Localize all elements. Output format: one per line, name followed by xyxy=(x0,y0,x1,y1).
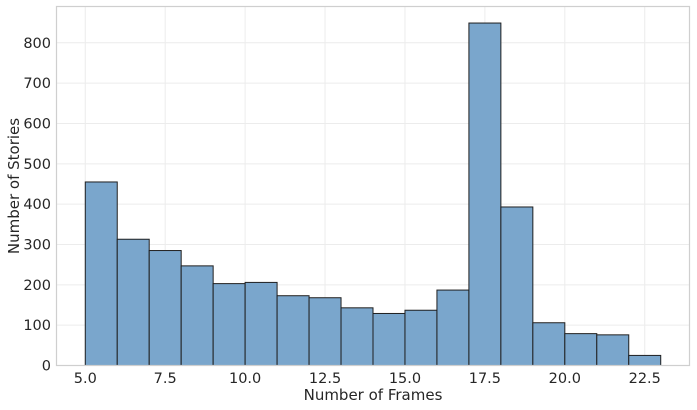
y-tick-label: 800 xyxy=(23,36,51,52)
histogram-bar xyxy=(628,354,662,367)
x-tick-label: 15.0 xyxy=(389,371,421,387)
x-tick-label: 5.0 xyxy=(74,371,97,387)
x-tick-labels: 5.0 7.5 10.0 12.5 15.0 17.5 20.0 22.5 xyxy=(74,371,661,387)
histogram-bar xyxy=(276,295,310,367)
histogram-bar xyxy=(116,238,150,367)
x-tick-label: 7.5 xyxy=(154,371,177,387)
x-tick-label: 10.0 xyxy=(229,371,261,387)
y-tick-labels: 0 100 200 300 400 500 600 700 800 xyxy=(23,36,51,375)
histogram-bar xyxy=(84,181,118,366)
x-tick-label: 17.5 xyxy=(469,371,501,387)
bar-layer xyxy=(84,22,662,367)
histogram-bar xyxy=(468,22,502,366)
y-tick-label: 400 xyxy=(23,197,51,213)
x-tick-label: 20.0 xyxy=(549,371,581,387)
y-tick-label: 200 xyxy=(23,278,51,294)
y-tick-label: 300 xyxy=(23,237,51,253)
x-tick-label: 12.5 xyxy=(309,371,341,387)
histogram-bar xyxy=(244,281,278,366)
histogram-bar xyxy=(500,206,534,366)
y-tick-label: 700 xyxy=(23,76,51,92)
histogram-bar xyxy=(404,309,438,366)
histogram-bar xyxy=(436,289,470,367)
histogram-bar xyxy=(532,322,566,367)
histogram-bar xyxy=(340,307,374,366)
y-tick-label: 500 xyxy=(23,157,51,173)
histogram-bar xyxy=(308,297,342,366)
histogram-bar xyxy=(564,333,598,366)
y-tick-label: 100 xyxy=(23,318,51,334)
y-axis-label: Number of Stories xyxy=(5,118,23,254)
histogram-bar xyxy=(180,265,214,366)
histogram-bar xyxy=(148,250,182,366)
histogram-bar xyxy=(212,283,246,366)
histogram-bar xyxy=(372,312,406,367)
histogram-bar xyxy=(596,334,630,366)
y-tick-label: 600 xyxy=(23,116,51,132)
x-tick-label: 22.5 xyxy=(629,371,661,387)
y-tick-label: 0 xyxy=(42,359,51,375)
plot-frame xyxy=(55,5,691,367)
x-axis-label: Number of Frames xyxy=(304,386,443,404)
